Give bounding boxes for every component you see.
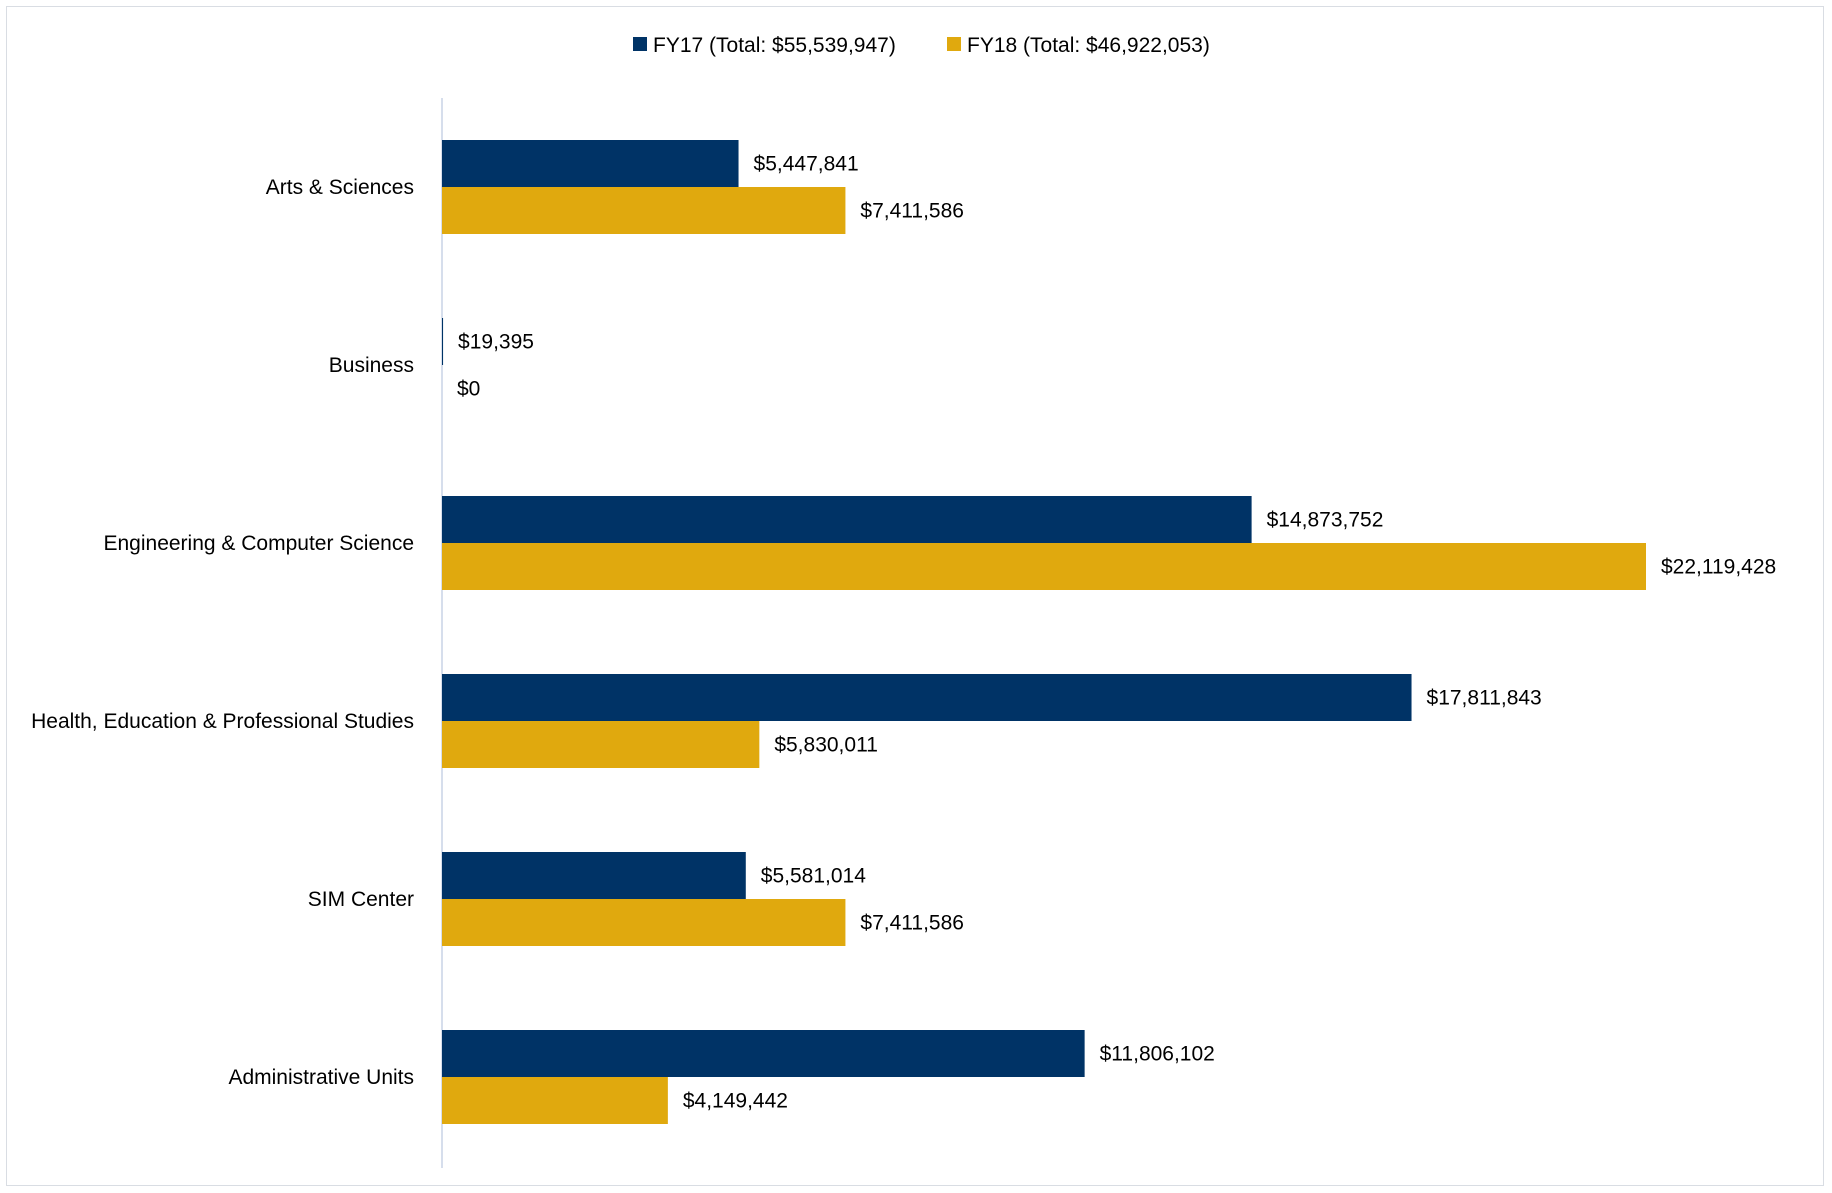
- legend-label-fy17: FY17 (Total: $55,539,947): [653, 34, 896, 57]
- category-label-health-education-and-professional-studies: Health, Education & Professional Studies: [31, 710, 414, 733]
- legend-label-fy18: FY18 (Total: $46,922,053): [967, 34, 1210, 57]
- chart-frame: [6, 6, 1824, 1186]
- bar-fy18-sim-center: [442, 899, 846, 946]
- bar-fy17-business: [442, 318, 444, 365]
- bar-fy18-administrative-units: [442, 1077, 668, 1124]
- data-label-fy18-business: $0: [457, 378, 480, 401]
- data-label-fy17-arts-and-sciences: $5,447,841: [754, 153, 859, 176]
- data-label-fy17-business: $19,395: [458, 331, 534, 354]
- bar-fy17-health-education-and-professional-studies: [442, 674, 1412, 721]
- value-labels: $5,447,841 $7,411,586 $19,395 $0 $14,873,752…: [457, 153, 1776, 1113]
- data-label-fy18-sim-center: $7,411,586: [860, 912, 964, 935]
- data-label-fy18-arts-and-sciences: $7,411,586: [860, 200, 964, 223]
- bar-fy17-sim-center: [442, 852, 746, 899]
- category-label-business: Business: [329, 354, 414, 377]
- category-label-arts-and-sciences: Arts & Sciences: [266, 176, 414, 199]
- category-label-sim-center: SIM Center: [308, 888, 414, 911]
- category-label-administrative-units: Administrative Units: [228, 1066, 414, 1089]
- bar-fy17-administrative-units: [442, 1030, 1085, 1077]
- bar-fy18-engineering-and-computer-science: [442, 543, 1646, 590]
- bar-fy18-arts-and-sciences: [442, 187, 846, 234]
- data-label-fy18-administrative-units: $4,149,442: [683, 1090, 788, 1113]
- bar-fy17-arts-and-sciences: [442, 140, 739, 187]
- legend-swatch-fy18: [947, 37, 961, 51]
- bars: [442, 140, 1646, 1124]
- bar-fy18-health-education-and-professional-studies: [442, 721, 760, 768]
- category-labels: Arts & Sciences Business Engineering & Com…: [31, 176, 414, 1089]
- data-label-fy17-engineering-and-computer-science: $14,873,752: [1267, 509, 1384, 532]
- data-label-fy18-engineering-and-computer-science: $22,119,428: [1661, 556, 1776, 579]
- legend-swatch-fy17: [633, 37, 647, 51]
- category-label-engineering-and-computer-science: Engineering & Computer Science: [103, 532, 414, 555]
- data-label-fy17-administrative-units: $11,806,102: [1100, 1043, 1215, 1066]
- bar-fy17-engineering-and-computer-science: [442, 496, 1252, 543]
- data-label-fy18-health-education-and-professional-studies: $5,830,011: [774, 734, 878, 757]
- data-label-fy17-health-education-and-professional-studies: $17,811,843: [1427, 687, 1542, 710]
- data-label-fy17-sim-center: $5,581,014: [761, 865, 866, 888]
- legend: FY17 (Total: $55,539,947) FY18 (Total: $4…: [633, 34, 1210, 57]
